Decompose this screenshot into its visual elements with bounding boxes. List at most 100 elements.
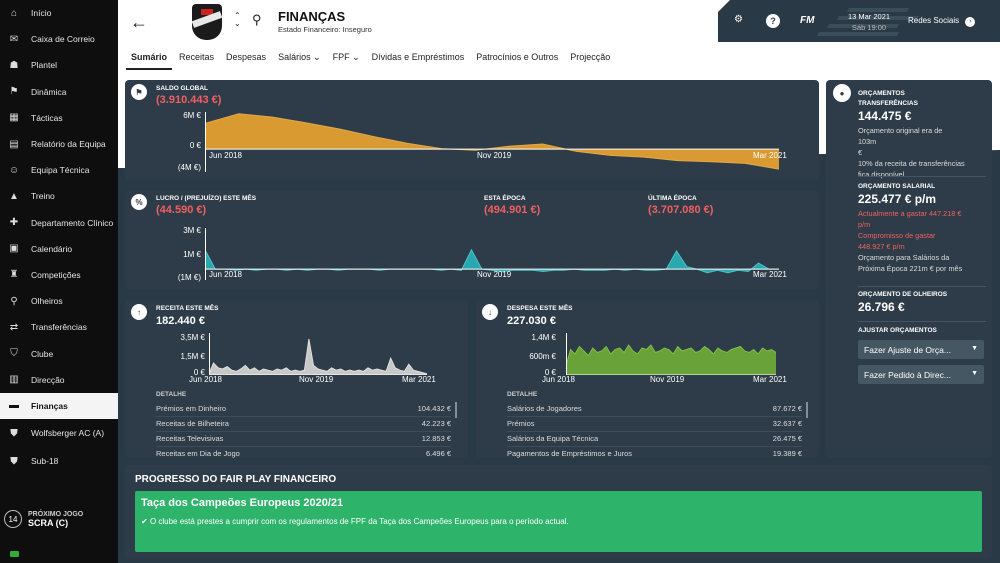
detail-value: 19.389 €	[772, 449, 802, 458]
sidebar-item-label: Clube	[31, 348, 54, 359]
sidebar-item[interactable]: ♜ Competições	[0, 262, 118, 288]
detail-label: Receitas de Bilheteira	[156, 419, 229, 428]
board-request-button[interactable]: Fazer Pedido à Direc... ▼	[858, 365, 984, 384]
sidebar-item[interactable]: ☗ Plantel	[0, 52, 118, 78]
y-tick: 1,4M €	[531, 333, 556, 342]
mail-icon: ✉	[9, 33, 19, 45]
profit-label: LUCRO / (PREJUÍZO) ESTE MÊS	[156, 195, 257, 202]
sidebar-item-label: Tácticas	[31, 112, 63, 123]
adjust-budget-button[interactable]: Fazer Ajuste de Orça... ▼	[858, 340, 984, 359]
detail-row[interactable]: Prémios 32.637 €	[507, 419, 802, 428]
next-game-opponent: SCRA (C)	[28, 517, 69, 528]
tab[interactable]: Sumário	[126, 50, 173, 70]
sidebar-club-item[interactable]: ⛊ Sub-18	[0, 447, 118, 475]
chevron-down-icon: ▼	[971, 370, 978, 377]
revenue-panel: ↑ RECEITA ESTE MÊS 182.440 € 3,5M € 1,5M…	[125, 300, 468, 458]
game-date[interactable]: 13 Mar 2021 Sáb 19:00	[847, 12, 891, 32]
detail-row[interactable]: Prémios em Dinheiro 104.432 €	[156, 404, 451, 413]
tactics-icon: ▦	[9, 112, 19, 124]
scrollbar[interactable]	[806, 402, 808, 418]
sidebar-item[interactable]: ☺ Equipa Técnica	[0, 157, 118, 183]
next-game[interactable]: 14 PRÓXIMO JOGO SCRA (C)	[4, 510, 83, 528]
sidebar-item[interactable]: ⚲ Olheiros	[0, 288, 118, 314]
detail-row[interactable]: Pagamentos de Empréstimos e Juros 19.389 …	[507, 449, 802, 458]
y-tick: 600m €	[529, 352, 556, 361]
tab[interactable]: Dívidas e Empréstimos	[371, 52, 465, 62]
detail-label: Pagamentos de Empréstimos e Juros	[507, 449, 633, 458]
sidebar-item[interactable]: ▤ Relatório da Equipa	[0, 131, 118, 157]
ffp-status-box: Taça dos Campeões Europeus 2020/21 ✔ O c…	[135, 491, 982, 552]
sidebar-item[interactable]: ▲ Treino	[0, 183, 118, 209]
budgets-title: ORÇAMENTOS	[858, 90, 905, 97]
y-tick: 1M €	[183, 250, 201, 259]
sidebar-item[interactable]: ⛉ Clube	[0, 340, 118, 366]
detail-row[interactable]: Salários da Equipa Técnica 26.475 €	[507, 434, 802, 443]
calendar-icon: ▣	[9, 243, 19, 255]
detail-label: Prémios em Dinheiro	[156, 404, 227, 413]
sidebar-item[interactable]: ⌂ Início	[0, 0, 118, 26]
help-icon[interactable]: ?	[766, 14, 780, 28]
y-tick: 6M €	[183, 111, 201, 120]
top-right-panel: ⚙ ? FM 13 Mar 2021 Sáb 19:00 Redes Socia…	[718, 0, 1000, 42]
detail-value: 12.853 €	[421, 434, 451, 443]
fm-logo-icon[interactable]: FM	[800, 15, 815, 26]
series-area	[209, 339, 427, 375]
detail-row[interactable]: Receitas de Bilheteira 42.223 €	[156, 419, 451, 428]
detail-row[interactable]: Receitas em Dia de Jogo 6.496 €	[156, 449, 451, 458]
x-tick: Nov 2019	[477, 270, 512, 279]
detail-value: 87.672 €	[772, 404, 802, 413]
sidebar-item-label: Equipa Técnica	[31, 165, 90, 176]
global-balance-panel: ⚑ SALDO GLOBAL (3.910.443 €) 6M € 0 € (4…	[125, 80, 819, 180]
profit-panel: % LUCRO / (PREJUÍZO) ESTE MÊS (44.590 €)…	[125, 190, 819, 290]
sidebar-item[interactable]: ⇄ Transferências	[0, 314, 118, 340]
profit-chart	[205, 228, 779, 280]
gavel-icon: ⚑	[131, 84, 147, 100]
sidebar-item[interactable]: ✚ Departamento Clínico	[0, 210, 118, 236]
medical-icon: ✚	[9, 217, 19, 229]
social-media-button[interactable]: Redes Sociais ›	[908, 16, 976, 27]
tab[interactable]: Despesas	[226, 52, 267, 62]
home-icon: ⌂	[10, 7, 18, 19]
series-area	[205, 249, 779, 273]
club-crest-icon[interactable]	[192, 4, 222, 40]
back-arrow-icon[interactable]: ←	[130, 12, 148, 32]
ffp-panel: PROGRESSO DO FAIR PLAY FINANCEIRO Taça d…	[125, 465, 992, 558]
scouting-icon: ⚲	[10, 295, 18, 307]
tab[interactable]: Patrocínios e Outros	[476, 52, 559, 62]
tab[interactable]: FPF ⌄	[332, 52, 360, 62]
detail-row[interactable]: Salários de Jogadores 87.672 €	[507, 404, 802, 413]
search-icon[interactable]: ⚲	[252, 12, 262, 27]
ffp-competition[interactable]: Taça dos Campeões Europeus 2020/21	[141, 497, 344, 509]
sidebar-item-label: Sub-18	[31, 456, 59, 466]
sidebar-item-label: Calendário	[31, 243, 73, 254]
tab[interactable]: Projecção	[570, 52, 611, 62]
y-tick: 1,5M €	[180, 352, 205, 361]
detail-label: Salários de Jogadores	[507, 404, 582, 413]
revenue-label: RECEITA ESTE MÊS	[156, 305, 219, 312]
detail-row[interactable]: Receitas Televisivas 12.853 €	[156, 434, 451, 443]
training-icon: ▲	[9, 190, 19, 202]
tab[interactable]: Salários ⌄	[278, 52, 321, 62]
sidebar-item[interactable]: ▣ Calendário	[0, 236, 118, 262]
report-icon: ▤	[9, 138, 19, 150]
sidebar-item[interactable]: ⚑ Dinâmica	[0, 79, 118, 105]
tab[interactable]: Receitas	[179, 52, 215, 62]
last-season-label: ÚLTIMA ÉPOCA	[648, 195, 697, 202]
x-tick: Nov 2019	[650, 375, 685, 384]
bug-report-icon[interactable]: ⚙	[734, 14, 743, 25]
sidebar-item[interactable]: ▦ Tácticas	[0, 105, 118, 131]
sidebar-item[interactable]: ▥ Direcção	[0, 367, 118, 393]
y-tick: 3,5M €	[180, 333, 205, 342]
y-tick: (4M €)	[177, 163, 201, 172]
sidebar-club-item[interactable]: ⛊ Wolfsberger AC (A)	[0, 419, 118, 447]
staff-icon: ☺	[8, 164, 20, 176]
scrollbar[interactable]	[455, 402, 457, 418]
tab-bar: Sumário Receitas Despesas Salários ⌄ FPF ⌄ Dí…	[126, 50, 617, 70]
dynamics-icon: ⚑	[9, 86, 19, 98]
x-tick: Nov 2019	[477, 151, 512, 160]
chevron-up-down-icon[interactable]: ⌃ ⌄	[234, 11, 241, 28]
sidebar-item-label: Wolfsberger AC (A)	[31, 428, 105, 438]
sidebar-item[interactable]: ✉ Caixa de Correio	[0, 26, 118, 52]
sidebar-item[interactable]: ▬ Finanças	[0, 392, 118, 419]
board-icon: ▥	[9, 374, 19, 386]
